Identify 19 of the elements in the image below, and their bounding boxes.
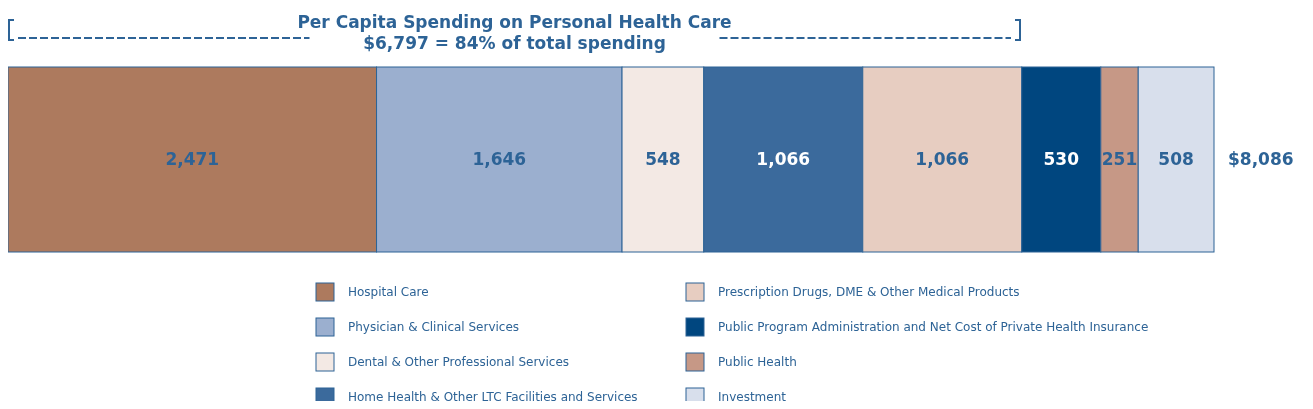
legend-label: Dental & Other Professional Services (348, 355, 570, 370)
data-label: 548 (645, 149, 681, 170)
text: $6,797 = 84% of total spending (363, 32, 666, 53)
total-label: $8,086 (1228, 149, 1294, 170)
legend-label: Prescription Drugs, DME & Other Medical Products (718, 285, 1020, 300)
chart-title: Per Capita Spending on Personal Health Care (297, 11, 732, 32)
data-label: 251 (1101, 149, 1138, 170)
data-label: 1,646 (472, 149, 527, 170)
legend-label: Public Health (718, 355, 797, 370)
legend-label: Investment (718, 390, 787, 405)
legend-label: Home Health & Other LTC Facilities and Services (348, 390, 638, 405)
legend-label: Hospital Care (348, 285, 429, 300)
data-label: 2,471 (165, 149, 220, 170)
data-label: 530 (1043, 149, 1080, 170)
data-label: 1,066 (915, 149, 970, 170)
legend-label: Public Program Administration and Net Cost of Private Health Insurance (718, 320, 1149, 335)
legend-label: Physician & Clinical Services (348, 320, 520, 335)
data-label: 1,066 (756, 149, 811, 170)
data-label: 508 (1158, 149, 1194, 170)
